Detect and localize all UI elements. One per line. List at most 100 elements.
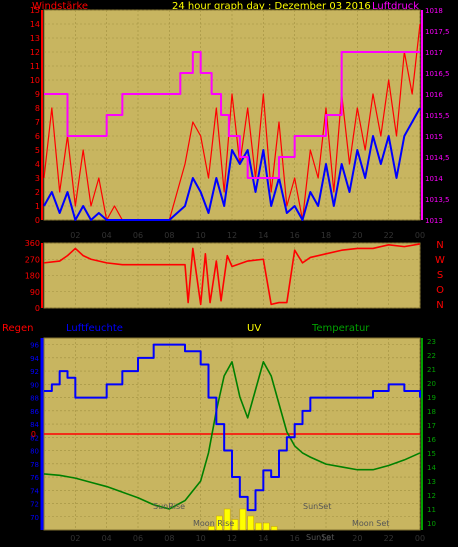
y-right-tick-label: 23	[427, 338, 436, 346]
x-tick-label: 00	[415, 231, 425, 240]
y-left-tick-label: 14	[30, 20, 40, 29]
y-right-tick-label: 1013	[425, 217, 443, 225]
x-tick-label: 10	[196, 231, 206, 240]
x-tick-label: 14	[258, 231, 268, 240]
y-right-tick-label: 1016,5	[425, 70, 450, 78]
y-right-tick-label: 21	[427, 366, 436, 374]
uv-bar	[247, 515, 254, 531]
chart-wind-pressure: 012345678910111213141510131013,510141014…	[30, 6, 450, 240]
regen-label: Regen	[2, 323, 34, 334]
y-left-tick-label: 5	[35, 146, 40, 155]
y-left-tick-label: 6	[35, 132, 40, 141]
y-right-tick-label: 1015	[425, 133, 443, 141]
y-right-tick-label: 1014,5	[425, 154, 450, 162]
y-left-tick-label: 10	[30, 76, 40, 85]
y-right-tick-label: 1018	[425, 7, 443, 15]
y-right-tick-label: 17	[427, 422, 436, 430]
x-tick-label: 04	[102, 534, 112, 543]
y-right-tick-label: 12	[427, 492, 436, 500]
x-tick-label: 02	[70, 534, 80, 543]
y-right-tick-label: 14	[427, 464, 436, 472]
direction-label: S	[437, 270, 443, 281]
x-tick-label: 06	[133, 231, 143, 240]
x-tick-label: 08	[164, 231, 174, 240]
y-left-tick-label: 86	[30, 408, 39, 416]
y-left-tick-label: 84	[30, 421, 39, 429]
uv-bar	[231, 519, 239, 531]
x-tick-label: 12	[227, 534, 237, 543]
y-left-tick-label: 82	[30, 434, 39, 442]
uv-bar	[223, 508, 231, 531]
uv-bar	[239, 508, 247, 531]
y-right-tick-label: 10	[427, 520, 436, 528]
x-tick-label: 16	[290, 534, 300, 543]
moonset-label: Moon Set	[352, 519, 389, 528]
y-left-tick-label: 70	[30, 514, 39, 522]
graph-title: 24 hour graph day : Dezember 03 2016	[172, 1, 371, 12]
x-tick-label: 18	[321, 231, 331, 240]
sunrise-label: SunRise	[153, 502, 185, 511]
y-right-tick-label: 15	[427, 450, 436, 458]
y-left-tick-label: 11	[30, 62, 40, 71]
y-left-tick-label: 0	[35, 216, 40, 225]
series-temperatur	[43, 361, 421, 510]
y-left-tick-label: 4	[35, 160, 40, 169]
x-tick-label: 20	[352, 231, 362, 240]
x-tick-label: 10	[196, 534, 206, 543]
x-tick-label: 02	[70, 231, 80, 240]
sunset-label: SunSet	[303, 502, 331, 511]
y-right-tick-label: 18	[427, 408, 436, 416]
series-windstaerke	[43, 23, 421, 221]
x-tick-label: 14	[258, 534, 268, 543]
y-left-tick-label: 1	[35, 202, 40, 211]
y-right-tick-label: 11	[427, 506, 436, 514]
y-left-tick-label: 2	[35, 188, 40, 197]
x-tick-label: 04	[102, 231, 112, 240]
y-left-tick-label: 74	[30, 487, 39, 495]
y-left-tick-label: 92	[30, 368, 39, 376]
y-left-tick-label: 78	[30, 461, 39, 469]
luftdruck-label: Luftdruck	[372, 1, 419, 12]
y-right-tick-label: 1013,5	[425, 196, 450, 204]
sunset-axis-label: SunSet	[306, 533, 334, 542]
y-left-tick-label: 76	[30, 474, 39, 482]
direction-label: O	[436, 285, 444, 296]
moonrise-label: Moon Rise	[193, 519, 234, 528]
direction-label: W	[435, 255, 445, 266]
x-tick-label: 06	[133, 534, 143, 543]
series-luftfeuchte	[44, 343, 421, 512]
y-left-tick-label: 88	[30, 395, 39, 403]
y-right-tick-label: 19	[427, 394, 436, 402]
y-left-tick-label: 3	[35, 174, 40, 183]
uv-bar	[255, 522, 262, 531]
y-right-tick-label: 1014	[425, 175, 443, 183]
y-left-tick-label: 12	[30, 48, 40, 57]
direction-label: N	[436, 300, 443, 311]
y-right-tick-label: 13	[427, 478, 436, 486]
x-tick-label: 22	[384, 534, 394, 543]
y-left-tick-label: 9	[35, 90, 40, 99]
chart-humidity-temperature: 70 72 74 76 78 80 82 84 86 88 90 92 94 96 10 11 12 13 14 15…	[30, 338, 436, 543]
y-left-tick-label: 80	[30, 448, 39, 456]
rain-tick-label: 0	[31, 430, 36, 439]
y-left-tick-label: 72	[30, 501, 39, 509]
y-left-tick-label: 15	[30, 6, 40, 15]
x-tick-label: 18	[321, 534, 331, 543]
luftfeuchte-label: Luftfeuchte	[66, 323, 123, 334]
x-tick-label: 08	[164, 534, 174, 543]
uv-label: UV	[247, 323, 261, 334]
y-left-tick-label: 13	[30, 34, 40, 43]
series-windrichtung	[43, 243, 421, 306]
y-left-tick-label: 94	[30, 355, 39, 363]
y-left-tick-label: 8	[35, 104, 40, 113]
series-luftdruck	[44, 51, 420, 179]
x-tick-label: 20	[352, 534, 362, 543]
x-tick-label: 12	[227, 231, 237, 240]
y-tick-label: 360	[25, 239, 40, 248]
x-tick-label: 16	[290, 231, 300, 240]
y-left-tick-label: 90	[30, 381, 39, 389]
y-right-tick-label: 1015,5	[425, 112, 450, 120]
y-right-tick-label: 22	[427, 352, 436, 360]
y-right-tick-label: 20	[427, 380, 436, 388]
